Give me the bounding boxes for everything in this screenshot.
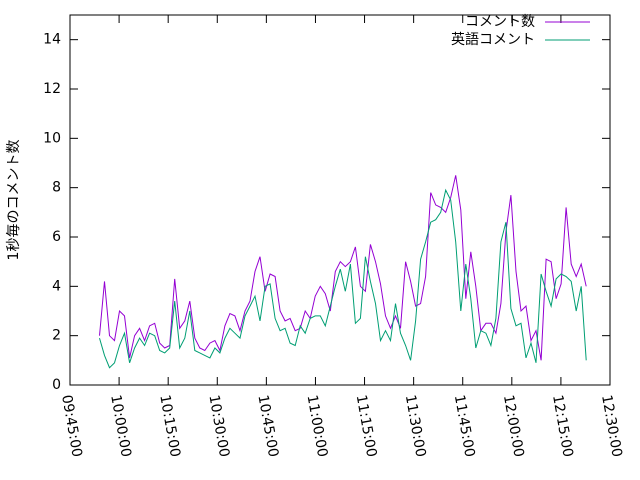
y-tick-label: 6 <box>52 229 61 245</box>
y-tick-label: 10 <box>43 130 61 146</box>
legend-label: 英語コメント <box>451 31 535 48</box>
y-axis-label: 1秒毎のコメント数 <box>6 140 22 261</box>
series-line <box>99 175 587 361</box>
legend-label: コメント数 <box>465 14 535 30</box>
plot-border <box>69 14 611 386</box>
y-tick-label: 0 <box>52 377 61 393</box>
y-tick-label: 14 <box>43 32 61 48</box>
y-tick-label: 2 <box>52 328 61 344</box>
series-line <box>99 188 587 369</box>
y-tick-label: 12 <box>43 81 61 97</box>
y-tick-label: 8 <box>52 180 61 196</box>
y-tick-label: 4 <box>52 278 61 294</box>
